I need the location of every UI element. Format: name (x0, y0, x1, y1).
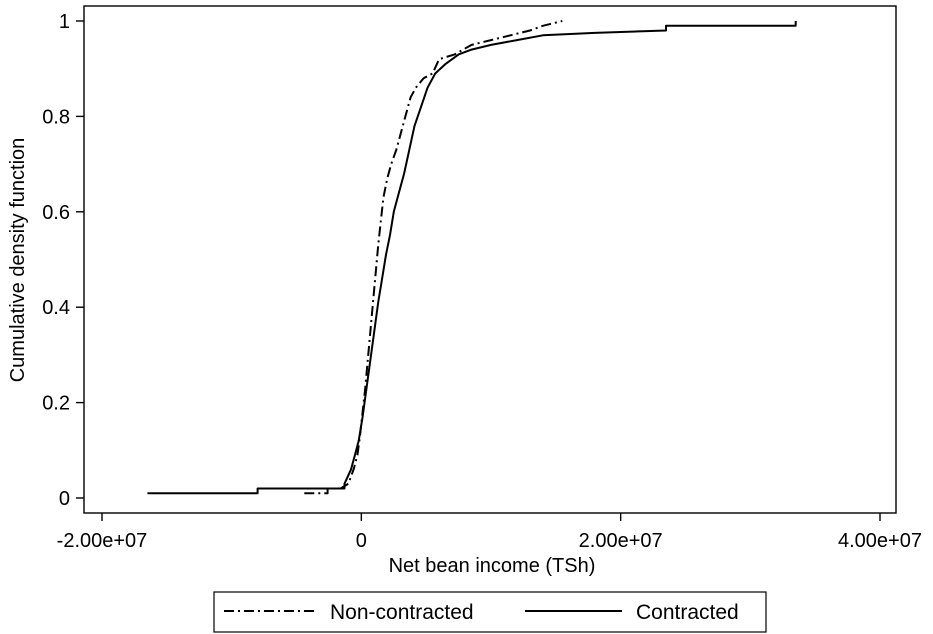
plot-area-frame (83, 5, 897, 514)
legend-label-contracted: Contracted (636, 601, 739, 624)
x-tick-label: 0 (356, 530, 367, 552)
y-tick-label: 0 (59, 488, 70, 510)
legend: Non-contracted Contracted (213, 591, 767, 633)
y-tick-label: 1 (59, 11, 70, 33)
y-axis-label: Cumulative density function (7, 138, 29, 383)
y-tick-label: 0.4 (42, 297, 70, 319)
axes-layer: -2.00e+07 0 2.00e+07 4.00e+07 0 0.2 0.4 0.6 0.8 1 (42, 11, 922, 552)
x-tick-label: 2.00e+07 (579, 530, 663, 552)
x-tick-label: -2.00e+07 (57, 530, 148, 552)
series-layer (147, 20, 797, 495)
x-axis-label: Net bean income (TSh) (389, 555, 596, 577)
series-line-non-contracted (304, 20, 563, 495)
series-line-contracted (147, 21, 797, 495)
legend-label-non-contracted: Non-contracted (330, 601, 474, 624)
y-tick-label: 0.2 (42, 393, 70, 415)
y-tick-label: 0.8 (42, 106, 70, 128)
y-tick-label: 0.6 (42, 202, 70, 224)
x-tick-label: 4.00e+07 (838, 530, 922, 552)
